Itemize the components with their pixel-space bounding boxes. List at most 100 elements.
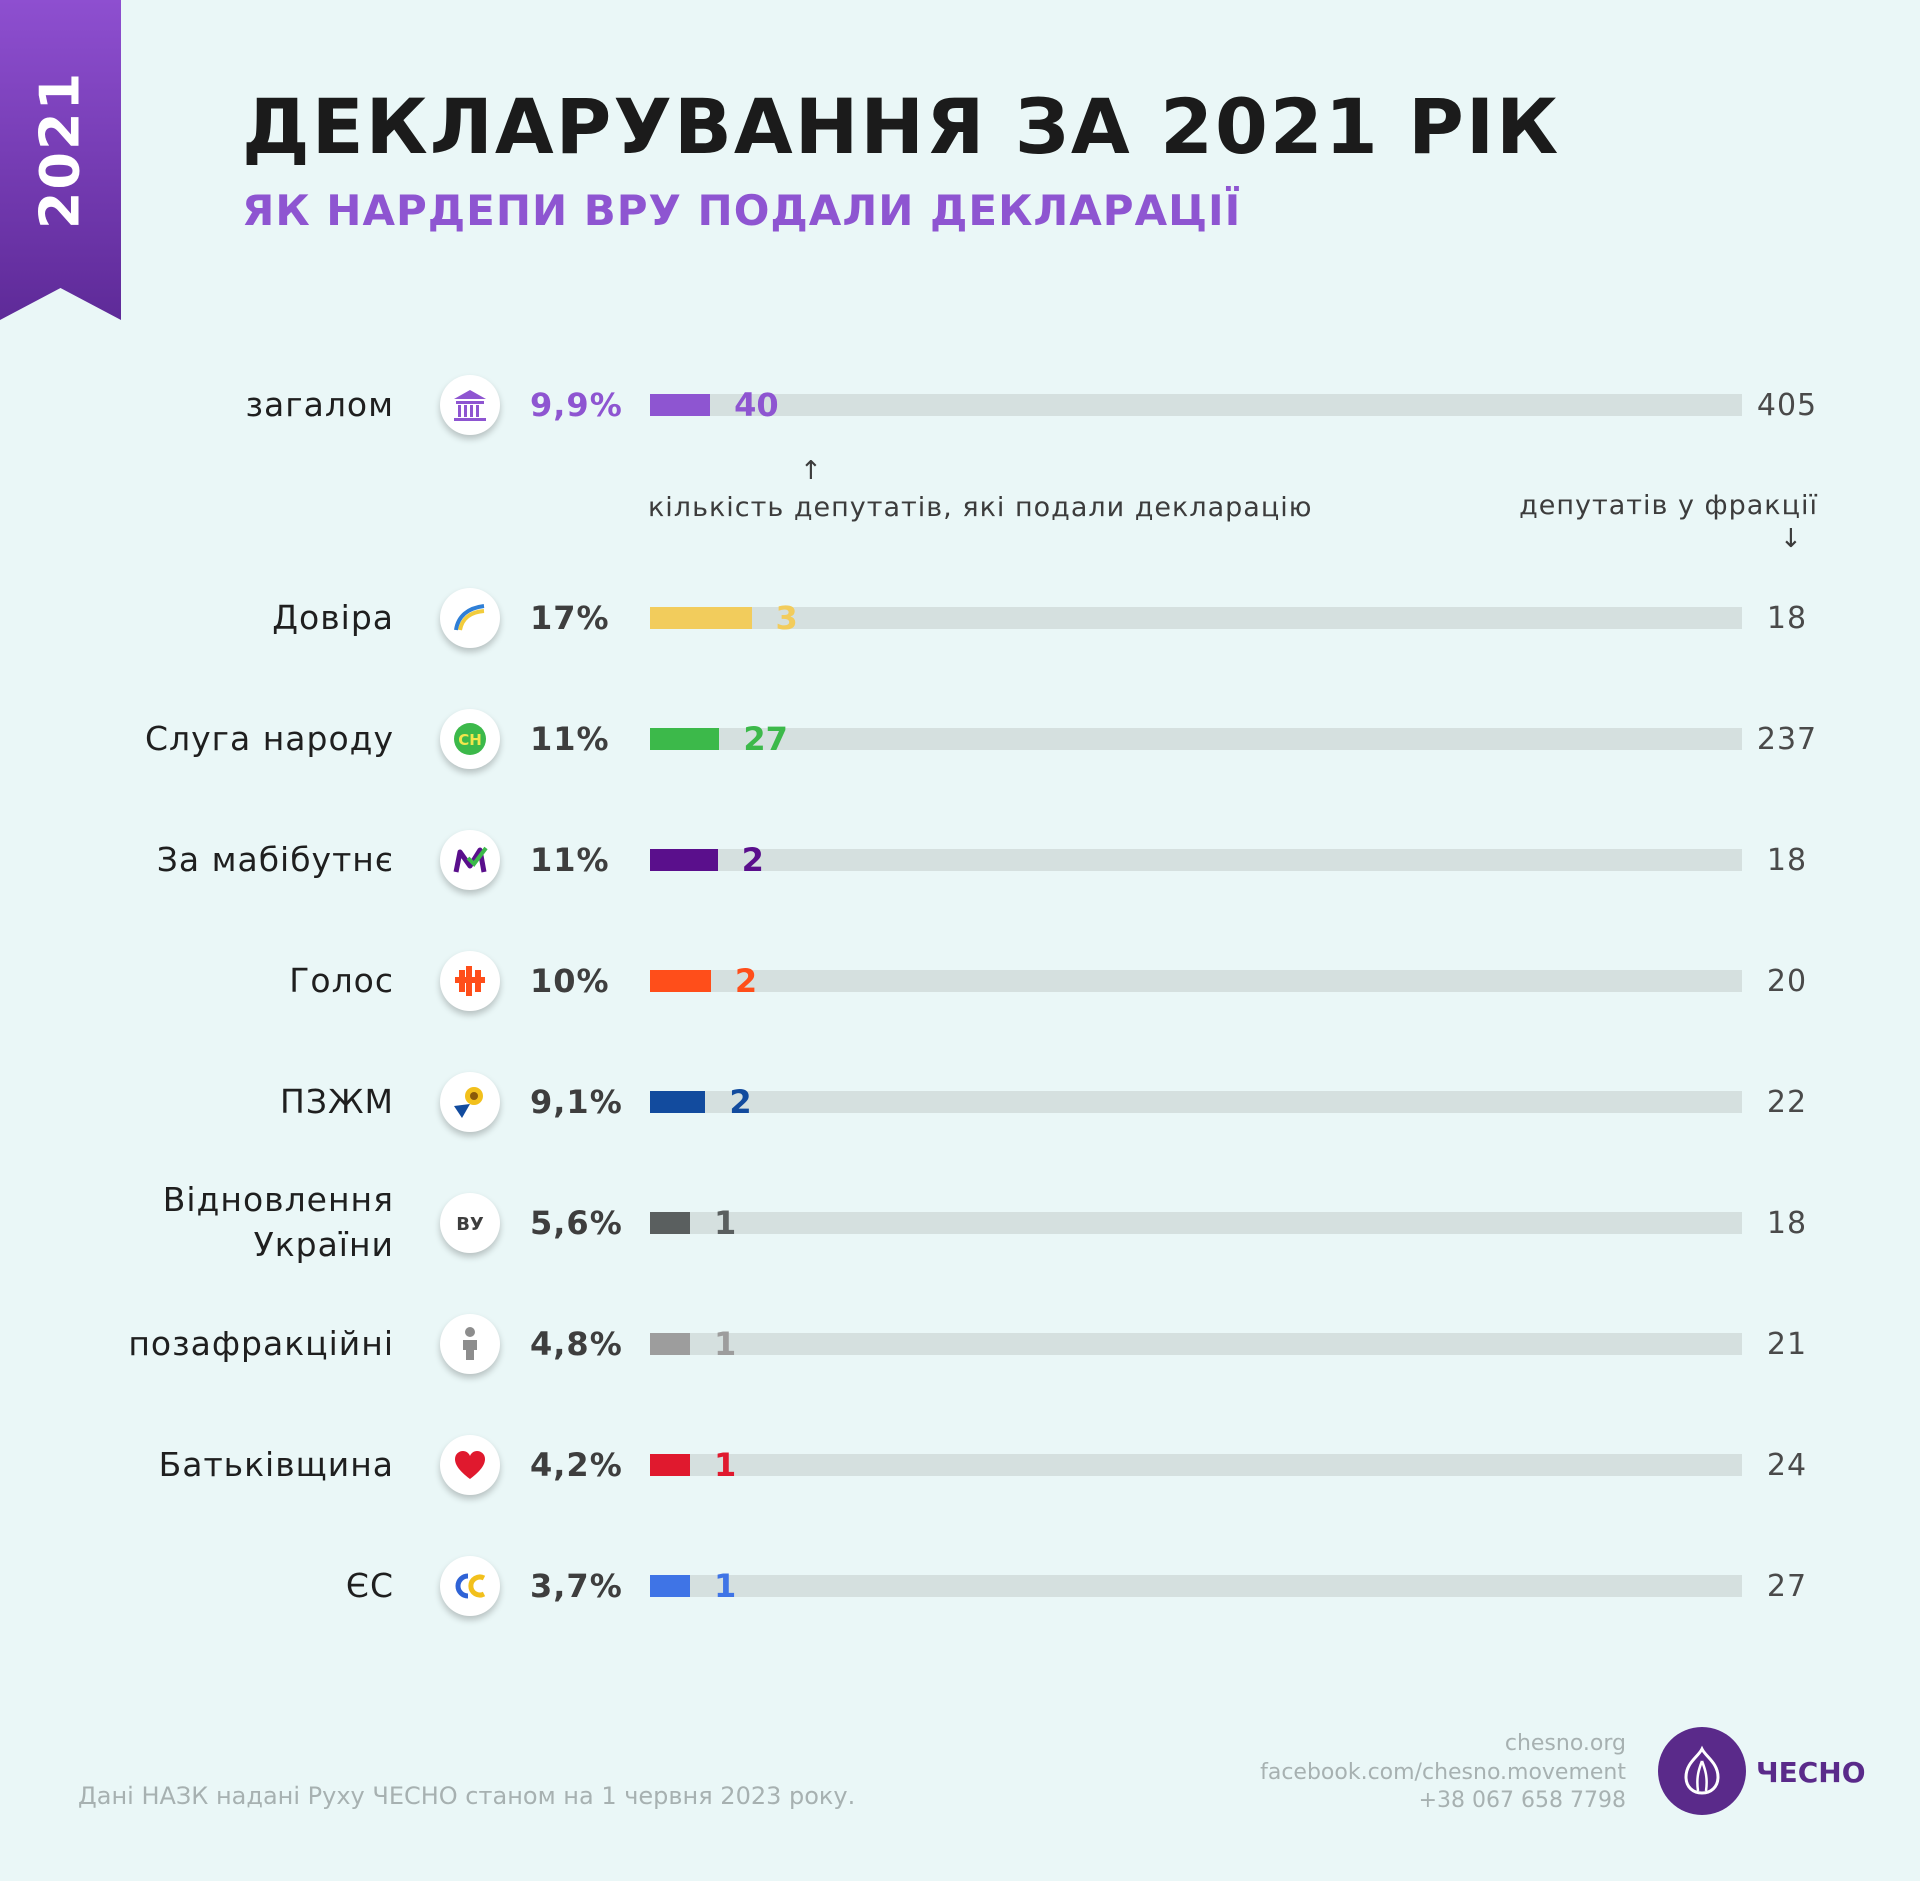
bar-fill (650, 607, 752, 629)
bar-fill (650, 970, 711, 992)
percent-label: 9,9% (530, 386, 623, 424)
percent-label: 3,7% (530, 1567, 623, 1605)
percent-label: 4,8% (530, 1325, 623, 1363)
row-label-line: ЄС (345, 1565, 394, 1605)
declared-count-label: 1 (714, 1325, 737, 1363)
row-label-line: Відновлення (162, 1180, 394, 1220)
bar-track (650, 1333, 1742, 1355)
es-logo-icon (440, 1556, 500, 1616)
svg-text:СН: СН (458, 731, 482, 749)
declared-count-label: 1 (714, 1446, 737, 1484)
down-arrow-icon: ↓ (1780, 524, 1802, 554)
dovira-rainbow-icon (440, 588, 500, 648)
bar-track (650, 1212, 1742, 1234)
faction-total-label: 21 (1766, 1326, 1808, 1362)
chart-row: Батьківщина 4,2% 1 24 (0, 1420, 1920, 1510)
chart-row: ПЗЖМ 9,1% 2 22 (0, 1057, 1920, 1147)
percent-label: 9,1% (530, 1083, 623, 1121)
row-label: ПЗЖМ (280, 1057, 394, 1147)
bar-track (650, 728, 1742, 750)
declared-count-label: 40 (734, 386, 779, 424)
parliament-icon (440, 375, 500, 435)
facebook-link[interactable]: facebook.com/chesno.movement (1260, 1759, 1626, 1785)
percent-label: 17% (530, 599, 610, 637)
faction-total-label: 27 (1766, 1568, 1808, 1604)
faction-total-label: 18 (1766, 1205, 1808, 1241)
declared-count-label: 3 (775, 599, 798, 637)
sluha-narodu-logo-icon: СН (440, 709, 500, 769)
faction-total-label: 18 (1766, 600, 1808, 636)
bar-fill (650, 1454, 690, 1476)
bar-fill (650, 1575, 690, 1597)
declared-count-label: 1 (714, 1204, 737, 1242)
row-label: За мабібутнє (157, 815, 394, 905)
declared-count-label: 2 (729, 1083, 752, 1121)
pzzhm-logo-icon (440, 1072, 500, 1132)
row-label-line: Батьківщина (158, 1444, 394, 1484)
chesno-brand: ЧЕСНО (1756, 1756, 1866, 1789)
page-subtitle: ЯК НАРДЕПИ ВРУ ПОДАЛИ ДЕКЛАРАЦІЇ (242, 186, 1242, 235)
chart-row: За мабібутнє 11% 2 18 (0, 815, 1920, 905)
bar-track (650, 1454, 1742, 1476)
row-label: Голос (289, 936, 394, 1026)
percent-label: 11% (530, 720, 610, 758)
faction-total-note: депутатів у фракції (1519, 490, 1818, 521)
row-label-line: Голос (289, 960, 394, 1000)
chart-row: Слуга народу СН 11% 27 237 (0, 694, 1920, 784)
faction-total-label: 20 (1766, 963, 1808, 999)
faction-total-label: 18 (1766, 842, 1808, 878)
chart-row: загалом 9,9% 40 405 (0, 360, 1920, 450)
chart-row: Довіра 17% 3 18 (0, 573, 1920, 663)
year-ribbon: 2021 (0, 0, 121, 320)
bar-track (650, 970, 1742, 992)
row-label-line: За мабібутнє (156, 839, 394, 879)
faction-total-label: 22 (1766, 1084, 1808, 1120)
chart-row: Відновлення України ВУ 5,6% 1 18 (0, 1178, 1920, 1268)
declared-count-label: 27 (743, 720, 788, 758)
percent-label: 11% (530, 841, 610, 879)
row-label: Слуга народу (145, 694, 394, 784)
faction-total-label: 237 (1756, 721, 1818, 757)
row-label: Батьківщина (159, 1420, 394, 1510)
row-label: позафракційні (128, 1299, 394, 1389)
bar-track (650, 849, 1742, 871)
percent-label: 4,2% (530, 1446, 623, 1484)
up-arrow-icon: ↑ (800, 456, 822, 486)
heart-icon (440, 1435, 500, 1495)
row-label: Довіра (272, 573, 394, 663)
contacts-block: chesno.org facebook.com/chesno.movement … (1260, 1730, 1626, 1816)
chesno-logo-icon (1658, 1727, 1746, 1815)
row-label-line: загалом (245, 384, 394, 424)
page-title: ДЕКЛАРУВАННЯ ЗА 2021 РІК (242, 82, 1561, 171)
za-maibutnie-logo-icon (440, 830, 500, 890)
declared-count-label: 1 (714, 1567, 737, 1605)
percent-label: 10% (530, 962, 610, 1000)
bar-track (650, 1575, 1742, 1597)
declared-count-note: кількість депутатів, які подали декларац… (648, 492, 1313, 523)
row-label-line: позафракційні (128, 1323, 394, 1363)
declared-count-label: 2 (741, 841, 764, 879)
bar-fill (650, 728, 720, 750)
declared-count-label: 2 (734, 962, 758, 1000)
bar-fill (650, 849, 718, 871)
holos-logo-icon (440, 951, 500, 1011)
row-label-line: ПЗЖМ (280, 1081, 394, 1121)
faction-total-label: 24 (1766, 1447, 1808, 1483)
row-label-line: Довіра (272, 597, 394, 637)
bar-fill (650, 1091, 706, 1113)
site-link[interactable]: chesno.org (1504, 1731, 1626, 1756)
phone-number: +38 067 658 7798 (1418, 1788, 1626, 1814)
percent-label: 5,6% (530, 1204, 623, 1242)
bar-fill (650, 1212, 690, 1234)
row-label: Відновлення України (163, 1178, 394, 1268)
bar-fill (650, 394, 711, 416)
row-label: загалом (245, 360, 394, 450)
chart-row: позафракційні 4,8% 1 21 (0, 1299, 1920, 1389)
bar-track (650, 394, 1742, 416)
year-tag: 2021 (28, 70, 92, 230)
person-icon (440, 1314, 500, 1374)
row-label-line: України (253, 1225, 394, 1264)
chart-row: Голос 10% 2 20 (0, 936, 1920, 1026)
chart-row: ЄС 3,7% 1 27 (0, 1541, 1920, 1631)
faction-total-label: 405 (1756, 387, 1818, 423)
